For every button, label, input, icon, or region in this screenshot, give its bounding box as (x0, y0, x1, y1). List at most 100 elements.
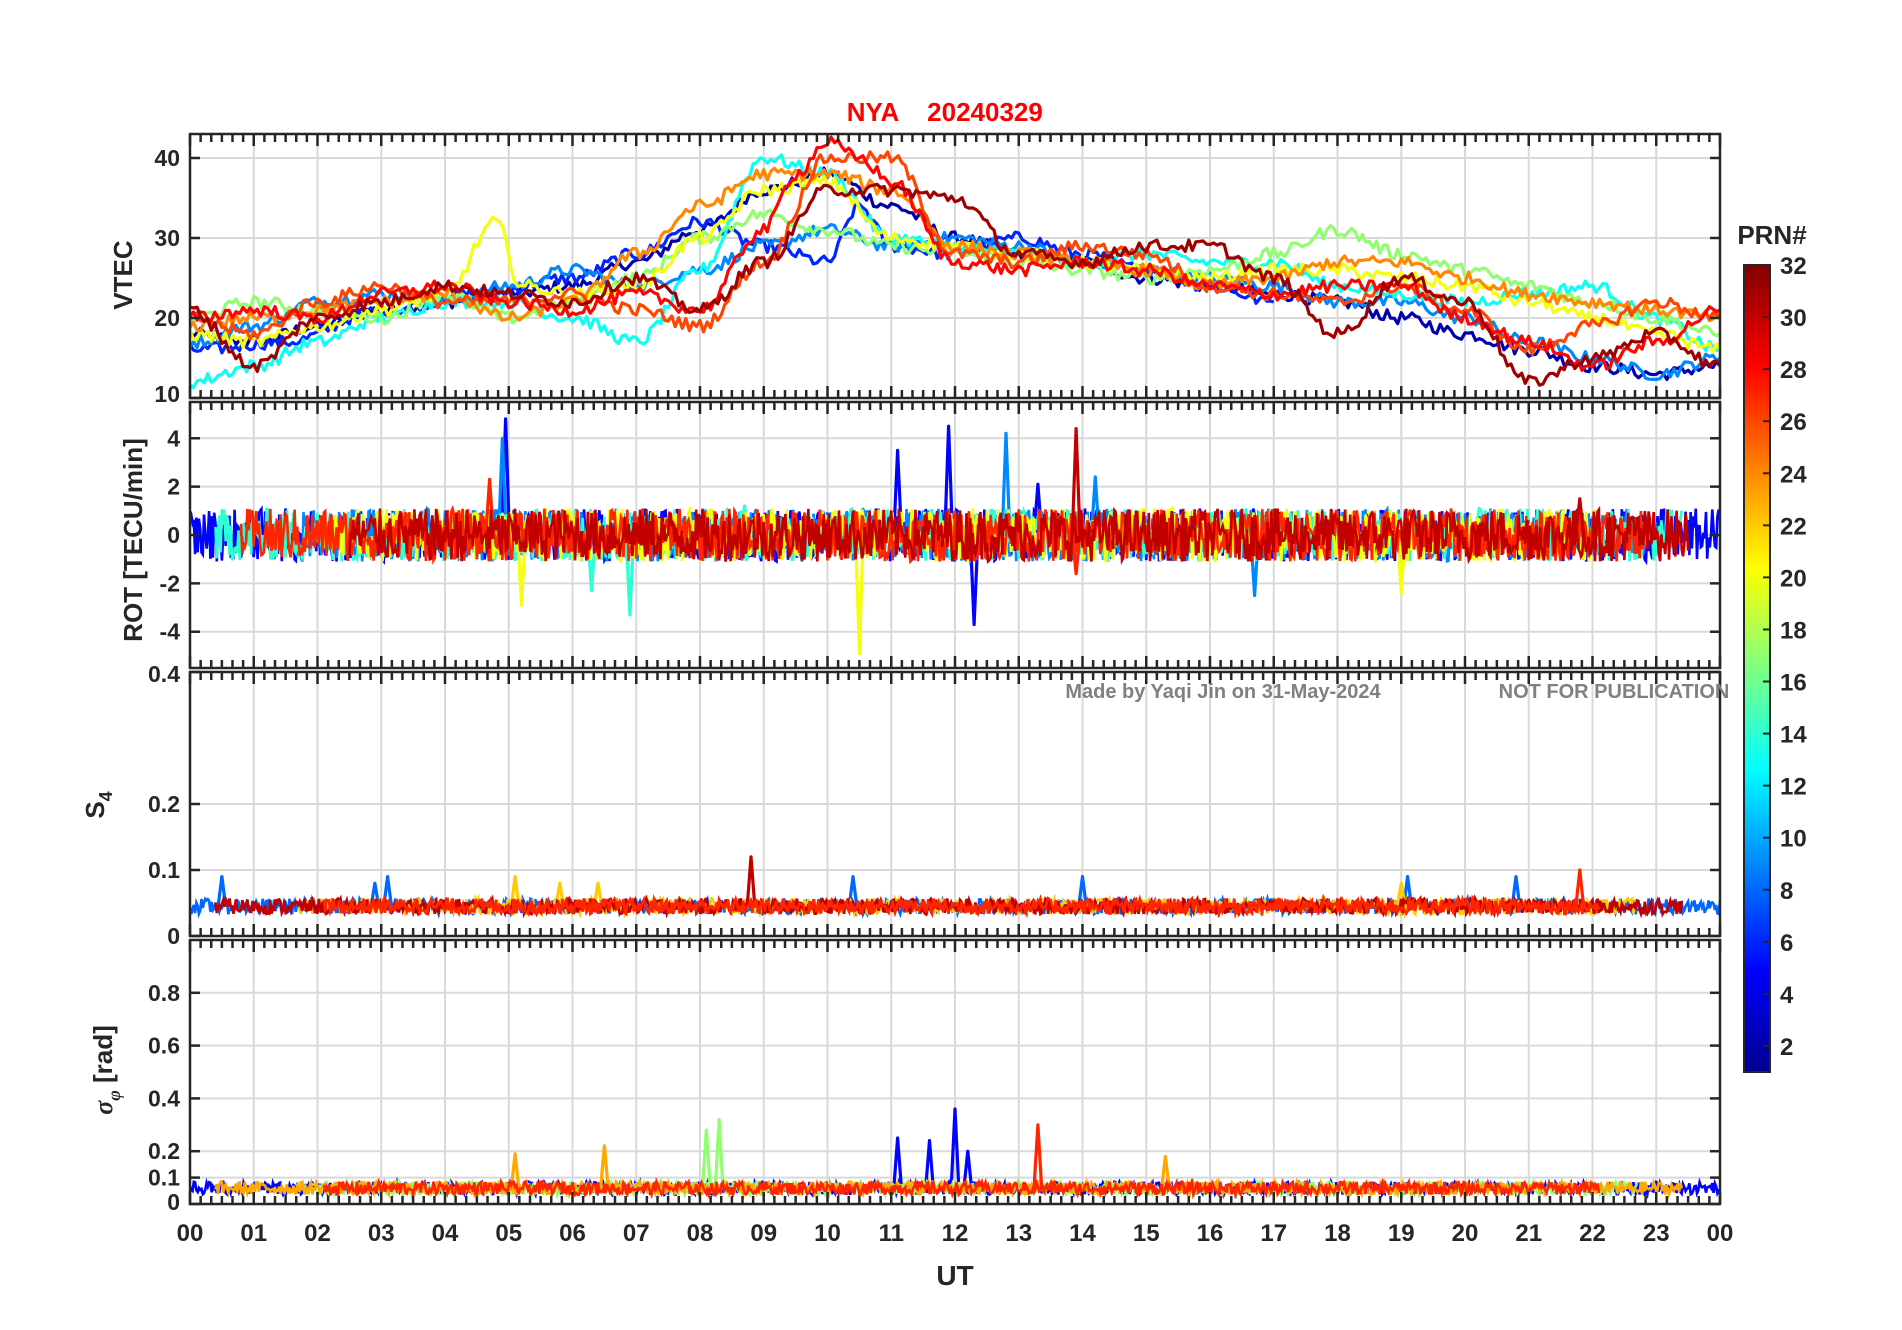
sigma-phi-y-tick-label: 0.4 (148, 1085, 180, 1111)
x-tick-label: 03 (368, 1220, 395, 1247)
x-tick-label: 11 (879, 1220, 904, 1247)
colorbar-title: PRN# (1737, 220, 1807, 250)
rot-spike-prn-5 (500, 417, 511, 536)
colorbar-tick-label: 22 (1780, 513, 1807, 540)
rot-spike-prn-20 (516, 534, 527, 607)
rot-spike-prn-27 (1070, 534, 1082, 576)
rot-spike-prn-9 (1000, 431, 1012, 536)
vtec-data-layer (190, 135, 1720, 390)
s4-panel: 0 0.1 0.2 0.4 (148, 661, 1722, 949)
sigma-phi-trace-prn-27 (322, 1176, 1601, 1200)
x-tick-label: 00 (177, 1220, 204, 1247)
rot-spike-prn-5 (968, 534, 980, 627)
x-tick-label: 21 (1515, 1220, 1542, 1247)
colorbar-tick-label: 24 (1780, 461, 1807, 488)
rot-spike-prn-30 (1070, 427, 1082, 536)
s4-data-layer (190, 855, 1720, 920)
vtec-y-tick-label: 10 (154, 381, 180, 407)
s4-spike-prn-8 (382, 875, 394, 907)
vtec-y-tick-label: 40 (154, 145, 180, 171)
sigma-phi-y-tick-label: 0.6 (148, 1033, 180, 1059)
x-axis-label: UT (936, 1260, 973, 1291)
colorbar-tick-label: 10 (1780, 826, 1807, 853)
x-tick-label: 08 (687, 1220, 714, 1247)
s4-y-tick-label: 0.4 (148, 661, 180, 687)
sigma-phi-spike-prn-17 (713, 1117, 725, 1189)
sigma-phi-y-tick-label: 0.2 (148, 1138, 180, 1164)
sigma-phi-spike-prn-23 (509, 1152, 521, 1189)
sigma-phi-spike-prn-27 (1032, 1123, 1044, 1189)
rot-spike-prn-5 (943, 424, 955, 536)
watermark-notice: NOT FOR PUBLICATION (1499, 681, 1730, 703)
colorbar-tick-label: 20 (1780, 565, 1807, 592)
rot-spike-prn-20 (853, 534, 865, 656)
x-tick-label: 14 (1069, 1220, 1096, 1247)
colorbar (1743, 264, 1771, 1073)
vtec-axis-label: VTEC (108, 240, 138, 310)
rot-panel: -4 -2 0 2 4 (160, 400, 1722, 670)
sigma-phi-y-tick-label: 0 (167, 1189, 180, 1215)
s4-spike-prn-8 (847, 875, 859, 907)
s4-spike-prn-8 (1077, 875, 1088, 907)
colorbar-tick-label: 4 (1780, 982, 1794, 1009)
vtec-series-prn-13 (190, 153, 1720, 390)
rot-y-tick-label: -4 (160, 619, 181, 645)
s4-spike-prn-8 (1510, 875, 1522, 907)
s4-spike-prn-22 (592, 881, 604, 907)
colorbar-tick-label: 32 (1780, 253, 1807, 280)
rot-trace-prn-30 (348, 505, 1690, 566)
vtec-series-prn-31 (190, 182, 1720, 387)
vtec-panel: 10 20 30 40 (154, 132, 1722, 407)
sigma-phi-y-tick-label: 0.8 (148, 980, 180, 1006)
chart-title-date: 20240329 (927, 97, 1043, 127)
rot-y-tick-label: 2 (167, 474, 180, 500)
rot-y-tick-label: 4 (167, 425, 180, 451)
rot-spike-prn-5 (892, 448, 904, 536)
vtec-series-prn-28 (190, 135, 1720, 372)
s4-spike-prn-27 (1574, 868, 1586, 907)
x-tick-label: 09 (750, 1220, 777, 1247)
rot-data-layer (190, 417, 1720, 656)
x-tick-label: 20 (1452, 1220, 1479, 1247)
sigma-phi-spike-prn-5 (924, 1139, 935, 1189)
sigma-phi-panel: 00.10.2 0.4 0.6 0.8 (148, 938, 1722, 1215)
x-tick-label: 22 (1579, 1220, 1606, 1247)
colorbar-tick-label: 26 (1780, 409, 1807, 436)
s4-trace-prn-27 (322, 893, 1601, 919)
x-tick-label: 23 (1643, 1220, 1670, 1247)
x-tick-label: 06 (559, 1220, 586, 1247)
s4-spike-prn-8 (216, 875, 228, 907)
x-tick-label: 07 (623, 1220, 650, 1247)
vtec-y-tick-label: 30 (154, 225, 180, 251)
sigma-phi-spike-prn-5 (949, 1107, 961, 1189)
s4-y-tick-label: 0 (167, 923, 180, 949)
rot-spike-prn-14 (624, 534, 636, 617)
chart-title-station: NYA (847, 97, 900, 127)
rot-spike-prn-30 (1574, 497, 1586, 536)
rot-spike-prn-9 (497, 436, 508, 536)
x-tick-label: 18 (1324, 1220, 1351, 1247)
x-tick-label: 17 (1260, 1220, 1287, 1247)
vtec-series-prn-26 (190, 150, 1720, 357)
s4-y-tick-label: 0.2 (148, 791, 180, 817)
colorbar-tick-label: 6 (1780, 930, 1793, 957)
colorbar-tick-label: 14 (1780, 722, 1807, 749)
colorbar-tick-label: 12 (1780, 774, 1807, 801)
x-tick-label: 13 (1005, 1220, 1032, 1247)
sigma-phi-spike-prn-5 (962, 1149, 974, 1189)
vtec-y-tick-label: 20 (154, 305, 180, 331)
s4-spike-prn-22 (509, 875, 521, 907)
sigma-phi-spike-prn-5 (892, 1136, 904, 1189)
x-tick-label: 16 (1197, 1220, 1224, 1247)
colorbar-tick-label: 2 (1780, 1034, 1793, 1061)
x-tick-label: 02 (304, 1220, 331, 1247)
svg-text:σφ [rad]: σφ [rad] (88, 1025, 124, 1115)
x-tick-label: 15 (1133, 1220, 1160, 1247)
svg-text:S4: S4 (80, 791, 116, 818)
x-tick-labels: 00 01 02 03 04 05 06 07 08 09 10 11 12 13 14 15 16 17 18 19… (177, 1220, 1734, 1247)
s4-axis-label: S4 (80, 791, 116, 818)
colorbar-tick-label: 28 (1780, 357, 1807, 384)
s4-y-tick-label: 0.1 (148, 857, 180, 883)
colorbar-tick-label: 16 (1780, 670, 1807, 697)
